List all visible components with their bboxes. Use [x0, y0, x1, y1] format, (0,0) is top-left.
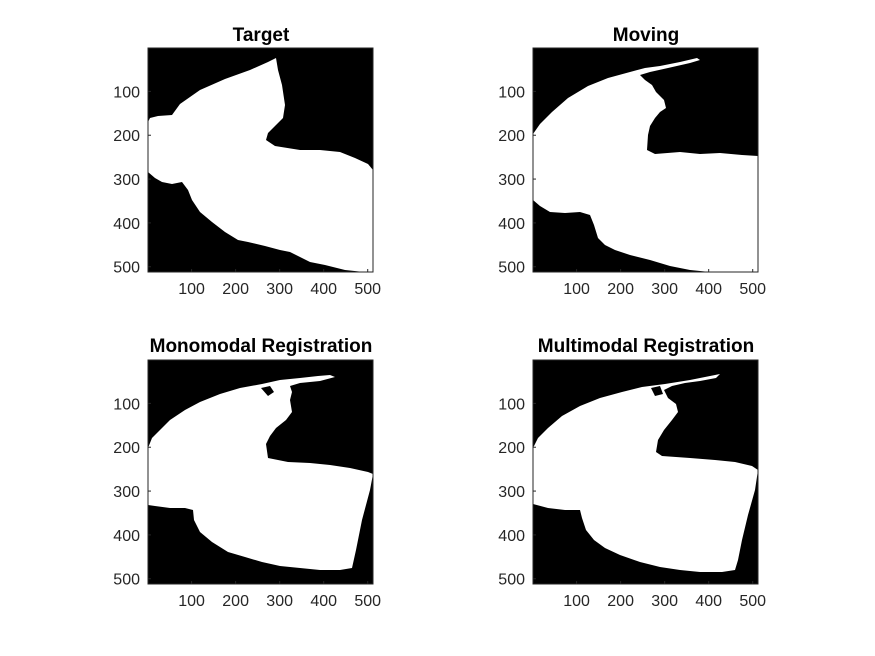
y-tick-label: 200 — [113, 128, 140, 145]
x-tick-label: 500 — [739, 593, 766, 610]
x-tick-label: 100 — [178, 281, 205, 298]
y-tick-label: 500 — [498, 260, 525, 277]
y-tick-label: 300 — [113, 172, 140, 189]
x-tick-label: 300 — [651, 593, 678, 610]
x-tick-label: 100 — [563, 281, 590, 298]
panel-target: Target — [148, 25, 373, 272]
panel-moving: Moving — [533, 25, 758, 272]
y-tick-label: 300 — [498, 484, 525, 501]
y-tick-label: 200 — [498, 128, 525, 145]
x-tick-label: 200 — [607, 593, 634, 610]
panel-title: Target — [233, 25, 290, 46]
x-tick-label: 400 — [310, 281, 337, 298]
mask-notch — [651, 386, 663, 396]
mask-shape — [148, 58, 373, 272]
axes-frame — [147, 47, 374, 273]
y-tick-label: 500 — [113, 260, 140, 277]
axes-layer: 100 100 200 200 300 300 400 400 500 500 100 100 200 2… — [113, 47, 766, 610]
panel-title: Monomodal Registration — [150, 336, 373, 357]
y-tick-label: 200 — [498, 440, 525, 457]
x-tick-label: 500 — [354, 593, 381, 610]
axes-frame — [532, 47, 759, 273]
x-tick-label: 300 — [651, 281, 678, 298]
y-tick-label: 500 — [113, 572, 140, 589]
y-tick-label: 100 — [498, 84, 525, 101]
axes-frame — [532, 359, 759, 585]
x-tick-label: 400 — [310, 593, 337, 610]
y-tick-label: 400 — [498, 528, 525, 545]
y-tick-label: 100 — [113, 84, 140, 101]
y-tick-label: 300 — [113, 484, 140, 501]
y-tick-label: 100 — [498, 396, 525, 413]
x-tick-label: 500 — [739, 281, 766, 298]
panel-multimodal-registration: Multimodal Registration — [533, 336, 758, 584]
x-tick-label: 500 — [354, 281, 381, 298]
x-tick-label: 100 — [178, 593, 205, 610]
mask-shape — [533, 374, 758, 572]
x-tick-label: 400 — [695, 281, 722, 298]
x-tick-label: 100 — [563, 593, 590, 610]
y-tick-label: 500 — [498, 572, 525, 589]
mask-notch — [261, 386, 274, 396]
y-tick-label: 400 — [498, 216, 525, 233]
x-tick-label: 200 — [222, 593, 249, 610]
mask-shape — [533, 58, 758, 272]
x-tick-label: 300 — [266, 593, 293, 610]
panel-title: Multimodal Registration — [538, 336, 754, 357]
x-tick-label: 300 — [266, 281, 293, 298]
panel-monomodal-registration: Monomodal Registration — [148, 336, 373, 584]
panel-title: Moving — [613, 25, 680, 46]
x-tick-label: 200 — [607, 281, 634, 298]
y-tick-label: 100 — [113, 396, 140, 413]
x-tick-label: 400 — [695, 593, 722, 610]
y-tick-label: 200 — [113, 440, 140, 457]
mask-shape — [148, 375, 373, 570]
x-tick-label: 200 — [222, 281, 249, 298]
axes-frame — [147, 359, 374, 585]
y-tick-label: 300 — [498, 172, 525, 189]
y-tick-label: 400 — [113, 528, 140, 545]
y-tick-label: 400 — [113, 216, 140, 233]
